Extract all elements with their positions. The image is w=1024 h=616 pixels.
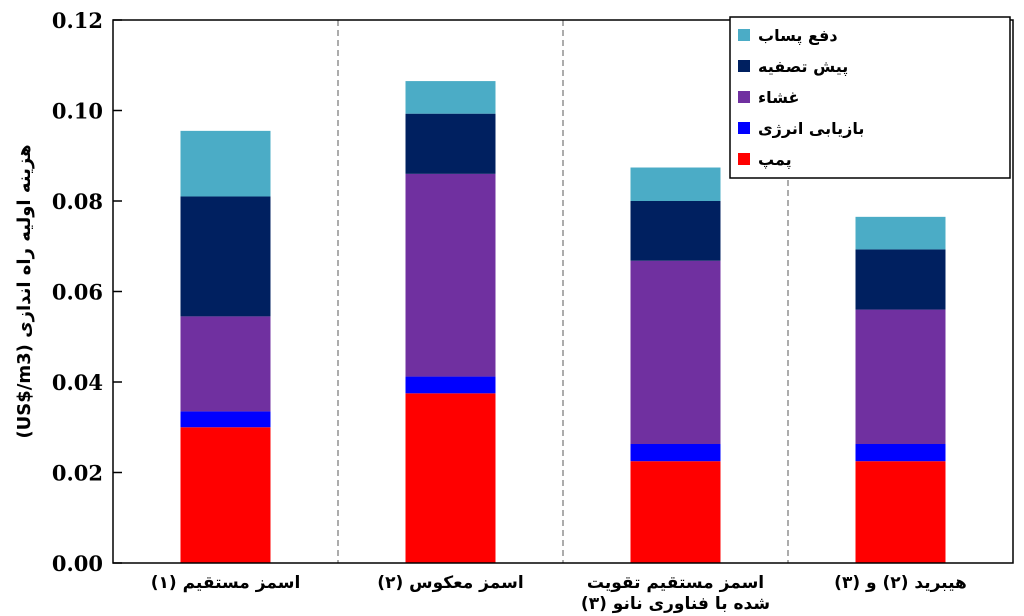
- y-axis: 0.00 0.02 0.04 0.06 0.08 0.10 0.12: [52, 8, 122, 576]
- legend-swatch: [738, 122, 750, 134]
- x-tick-label: اسمز مستقیم تقویت: [587, 573, 764, 593]
- y-tick-label: 0.02: [52, 461, 103, 486]
- x-axis: اسمز مستقیم (۱) اسمز معکوس (۲) اسمز مستقیم…: [151, 573, 967, 614]
- legend: دفع پساب پیش تصفیه غشاء بازیابی انرژی پمپ: [729, 16, 1011, 179]
- bars-layer: [180, 81, 946, 563]
- y-tick-label: 0.12: [52, 8, 103, 33]
- y-tick-label: 0.00: [52, 551, 103, 576]
- bar-segment: [180, 196, 271, 317]
- legend-box: [729, 16, 1011, 179]
- legend-label: غشاء: [758, 88, 799, 107]
- x-tick-label: شده با فناوری نانو (۳): [581, 594, 770, 614]
- x-tick-label: هیبرید (۲) و (۳): [834, 573, 967, 593]
- bar-segment: [180, 316, 271, 412]
- legend-swatch: [738, 91, 750, 103]
- bar-segment: [180, 427, 271, 563]
- legend-label: دفع پساب: [758, 26, 838, 46]
- bar-segment: [855, 309, 946, 444]
- bar-segment: [180, 411, 271, 428]
- bar-segment: [855, 443, 946, 462]
- bar-segment: [405, 393, 496, 563]
- legend-swatch: [738, 29, 750, 41]
- bar-segment: [630, 461, 721, 563]
- y-tick-label: 0.04: [52, 370, 103, 395]
- legend-label: پمپ: [758, 150, 792, 170]
- y-axis-label: هزینه اولیه راه اندازی (US$/m3): [14, 144, 35, 438]
- legend-label: پیش تصفیه: [758, 57, 848, 77]
- y-tick-label: 0.08: [52, 189, 103, 214]
- legend-label: بازیابی انرژی: [758, 119, 864, 138]
- bar-segment: [630, 260, 721, 444]
- bar-segment: [405, 376, 496, 394]
- bar-segment: [405, 173, 496, 377]
- legend-swatch: [738, 60, 750, 72]
- x-tick-label: اسمز معکوس (۲): [377, 573, 523, 593]
- x-tick-label: اسمز مستقیم (۱): [151, 573, 301, 593]
- bar-segment: [405, 113, 496, 174]
- bar-segment: [630, 167, 721, 201]
- bar-segment: [180, 130, 271, 197]
- bar-segment: [855, 461, 946, 563]
- bar-segment: [630, 201, 721, 261]
- bar-segment: [630, 443, 721, 462]
- bar-segment: [855, 216, 946, 250]
- bar-segment: [855, 249, 946, 310]
- bar-segment: [405, 81, 496, 114]
- y-tick-label: 0.10: [52, 99, 103, 124]
- legend-swatch: [738, 153, 750, 165]
- y-tick-label: 0.06: [52, 280, 103, 305]
